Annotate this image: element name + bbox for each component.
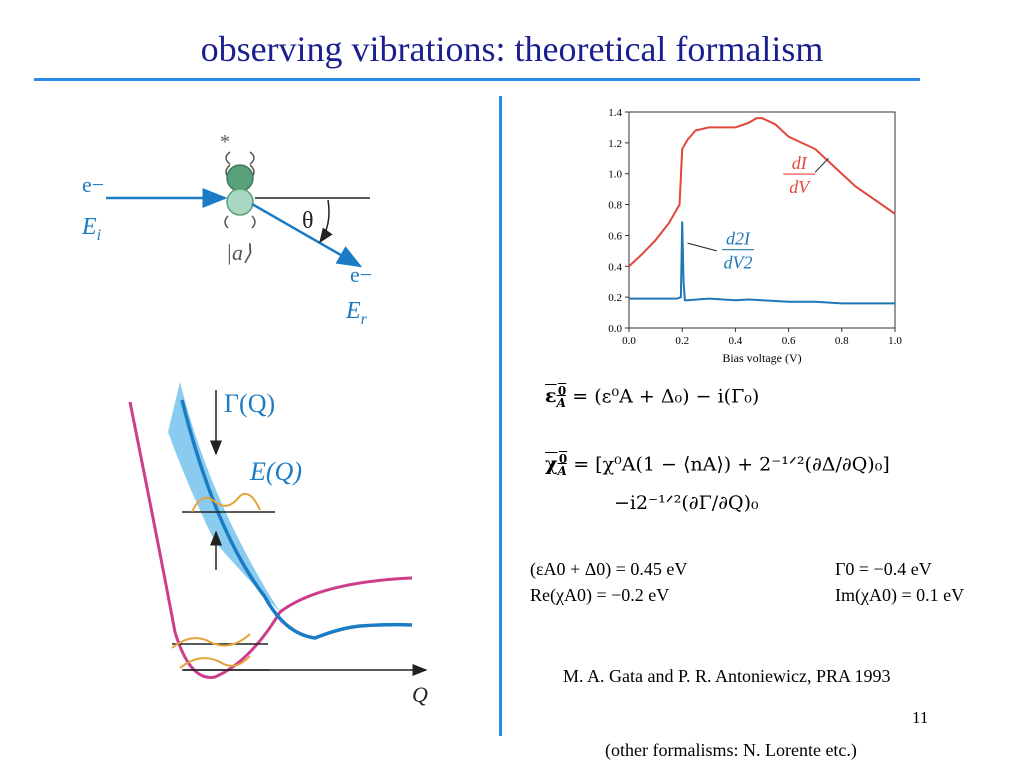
- broadening-band: [168, 382, 280, 612]
- gamma-label: Γ(Q): [224, 389, 275, 418]
- didv-annotation-numerator: dI: [792, 153, 808, 173]
- lower-wavefunction-2: [179, 655, 251, 669]
- y-tick-label: 0.2: [608, 292, 622, 304]
- potential-diagram: Γ(Q) E(Q) Q: [128, 382, 428, 707]
- equation-2-rhs: = [χ⁰A(1 − ⟨nA⟩) + 2⁻¹ᐟ²(∂Δ/∂Q)₀]: [573, 453, 890, 476]
- series-line-1: [629, 221, 895, 305]
- equation-2-line-2: −i2⁻¹ᐟ²(∂Γ/∂Q)₀: [614, 492, 759, 514]
- param-re-chi: Re(χA0) = −0.2 eV: [530, 585, 670, 605]
- q-axis-label: Q: [412, 682, 428, 707]
- y-tick-label: 1.2: [608, 138, 622, 150]
- citation: M. A. Gata and P. R. Antoniewicz, PRA 19…: [563, 666, 891, 686]
- star-label: *: [220, 131, 230, 153]
- x-tick-label: 0.2: [675, 335, 689, 347]
- didv-annotation-denominator: dV: [789, 177, 811, 197]
- y-tick-label: 0.6: [608, 230, 622, 242]
- vibration-mark: [225, 151, 255, 180]
- upper-atom: [226, 164, 254, 192]
- d2idv2-pointer: [687, 242, 717, 252]
- scattering-diagram: * θ e− Ei |a⟩ e− Er: [81, 131, 372, 328]
- upper-wavefunction: [191, 492, 261, 513]
- outgoing-energy-label: Er: [345, 298, 368, 328]
- d2idv2-annotation-denominator: dV2: [724, 253, 753, 273]
- x-tick-label: 0.8: [835, 335, 849, 347]
- state-label: |a⟩: [226, 240, 252, 265]
- bias-voltage-chart: 0.0 0.2 0.4 0.6 0.8 1.0 0.0 0.2 0.4 0.6 0.8 1.0 1.2 1…: [608, 107, 902, 365]
- outgoing-electron-arrow: [251, 202, 363, 268]
- title-underline: [34, 78, 920, 81]
- y-tick-label: 0.8: [608, 200, 622, 212]
- lower-wavefunction-1: [171, 633, 251, 649]
- incoming-electron-label: e−: [82, 172, 104, 197]
- lower-atom: [226, 188, 254, 216]
- param-epsilon-delta: (εA0 + Δ0) = 0.45 eV: [530, 559, 688, 579]
- slide-title: observing vibrations: theoretical formal…: [200, 29, 824, 69]
- theta-label: θ: [302, 208, 314, 234]
- x-tick-label: 0.0: [622, 335, 636, 347]
- param-gamma: Γ0 = −0.4 eV: [835, 559, 932, 579]
- equation-2: χA0 = [χ⁰A(1 − ⟨nA⟩) + 2⁻¹ᐟ²(∂Δ/∂Q)₀]: [545, 452, 890, 479]
- angle-arc-arrow: [319, 199, 333, 244]
- x-tick-label: 1.0: [888, 335, 902, 347]
- equation-1-rhs: = (ε⁰A + Δ₀) − i(Γ₀): [572, 385, 760, 408]
- x-tick-label: 0.6: [782, 335, 796, 347]
- didv-pointer: [814, 157, 829, 173]
- y-tick-label: 1.4: [608, 107, 622, 119]
- page-number: 11: [912, 708, 929, 727]
- x-axis-label: Bias voltage (V): [722, 351, 801, 365]
- plot-frame: [628, 111, 896, 329]
- equation-1: εA0 = (ε⁰A + Δ₀) − i(Γ₀): [545, 384, 760, 411]
- param-im-chi: Im(χA0) = 0.1 eV: [835, 585, 965, 605]
- energy-label: E(Q): [249, 457, 302, 486]
- vibration-mark-lower: [224, 215, 256, 229]
- outgoing-electron-label: e−: [350, 262, 372, 287]
- y-tick-label: 0.0: [608, 323, 622, 335]
- y-tick-label: 0.4: [608, 261, 622, 273]
- series-line-0: [628, 117, 896, 268]
- column-divider: [499, 96, 502, 736]
- x-tick-label: 0.4: [729, 335, 743, 347]
- y-tick-label: 1.0: [608, 169, 622, 181]
- d2idv2-annotation-numerator: d2I: [726, 229, 751, 249]
- incoming-energy-label: Ei: [81, 214, 101, 244]
- footnote: (other formalisms: N. Lorente etc.): [605, 740, 857, 760]
- magenta-potential-curve: [128, 401, 413, 679]
- blue-potential-curve: [180, 399, 413, 640]
